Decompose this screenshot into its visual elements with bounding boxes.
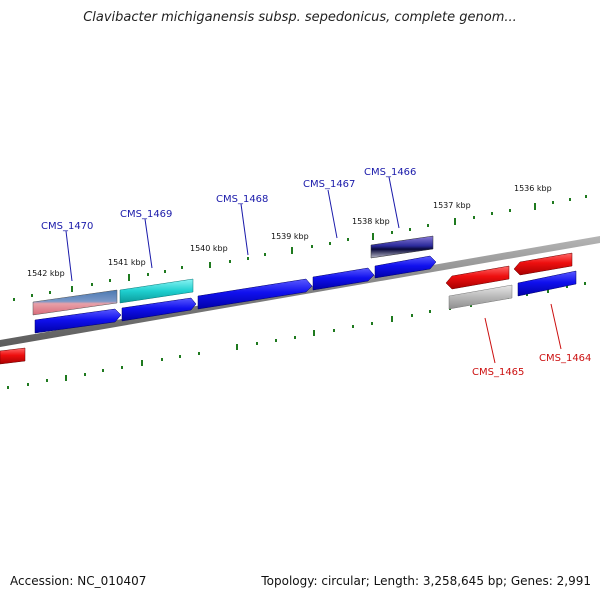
leader-line-cms-1465 <box>484 317 496 364</box>
outer-tick-ring <box>13 195 587 301</box>
gene-label-cms-1464[interactable]: CMS_1464 <box>539 353 591 364</box>
feature-bar-cms-1470[interactable] <box>32 289 118 316</box>
gene-label-cms-1465[interactable]: CMS_1465 <box>472 367 524 378</box>
genome-summary-text: Topology: circular; Length: 3,258,645 bp… <box>261 574 591 588</box>
gene-arrow-cms-1467[interactable] <box>312 267 375 291</box>
gene-arrow-cms-1470[interactable] <box>34 308 122 334</box>
gene-label-cms-1469[interactable]: CMS_1469 <box>120 209 172 220</box>
gene-arrow-cms-1464-reverse[interactable] <box>513 252 573 276</box>
accession-text: Accession: NC_010407 <box>10 574 147 588</box>
tick-label: 1538 kbp <box>352 217 390 226</box>
gene-arrow-cms-1468[interactable] <box>197 278 313 310</box>
leader-line-cms-1467 <box>327 189 338 239</box>
leader-line-cms-1466 <box>388 176 400 229</box>
gene-label-cms-1468[interactable]: CMS_1468 <box>216 194 268 205</box>
gene-arrow-cms-1465[interactable] <box>445 265 510 290</box>
gene-label-cms-1466[interactable]: CMS_1466 <box>364 167 416 178</box>
gene-arrow-cms-1464[interactable] <box>517 270 577 297</box>
tick-label: 1539 kbp <box>271 232 309 241</box>
leader-line-cms-1468 <box>240 203 249 256</box>
feature-bar-cms-1469[interactable] <box>119 278 194 304</box>
map-title: Clavibacter michiganensis subsp. sepedon… <box>83 10 517 25</box>
tick-label: 1536 kbp <box>514 184 552 193</box>
tick-label: 1537 kbp <box>433 201 471 210</box>
gene-arrow-cms-1469[interactable] <box>121 297 197 322</box>
gene-label-cms-1470[interactable]: CMS_1470 <box>41 221 93 232</box>
gene-arrow-cms-1466[interactable] <box>374 255 437 279</box>
tick-label: 1540 kbp <box>190 244 228 253</box>
gene-label-cms-1467[interactable]: CMS_1467 <box>303 179 355 190</box>
gene-arrow-offscreen-left[interactable] <box>0 347 26 365</box>
tick-label: 1542 kbp <box>27 269 65 278</box>
tick-label: 1541 kbp <box>108 258 146 267</box>
leader-line-cms-1469 <box>144 218 153 269</box>
feature-bar-cms-1466[interactable] <box>370 235 434 259</box>
leader-line-cms-1470 <box>65 230 73 282</box>
leader-line-cms-1464 <box>550 303 562 350</box>
feature-bar-cms-1465[interactable] <box>448 284 513 310</box>
